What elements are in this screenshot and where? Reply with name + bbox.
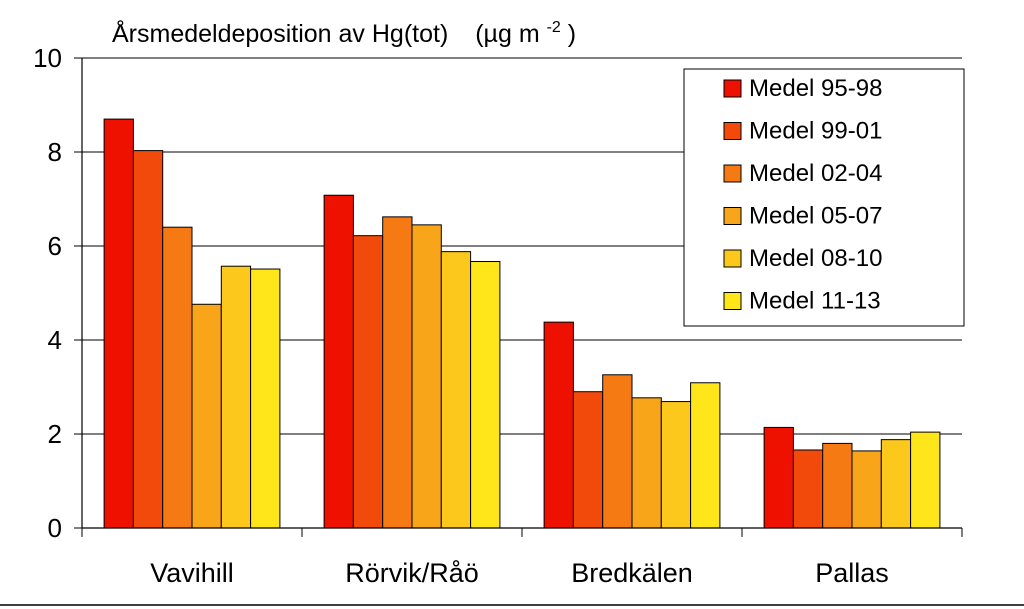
bar: [132, 150, 164, 529]
legend-label: Medel 08-10: [749, 245, 882, 272]
bar: [411, 224, 442, 529]
bar: [352, 235, 384, 529]
legend-box: [683, 68, 965, 327]
bar: [602, 374, 633, 529]
bar: [822, 442, 853, 529]
category-labels: Vavihill Rörvik/Råö Bredkälen Pallas: [150, 558, 889, 588]
y-tick-label: 0: [48, 513, 62, 543]
bar: [162, 226, 193, 529]
y-tick-label: 6: [48, 231, 62, 261]
bar: [792, 449, 824, 529]
bar: [763, 426, 794, 529]
legend-swatch: [723, 164, 742, 183]
bar: [880, 439, 912, 529]
bar: [250, 268, 281, 529]
bar: [470, 261, 501, 529]
legend-swatch: [723, 122, 742, 140]
legend: Medel 95-98 Medel 99-01 Medel 02-04 Medel 0…: [683, 68, 965, 327]
legend-swatch: [723, 249, 742, 268]
chart-title: Årsmedeldeposition av Hg(tot) (µg m -2 ): [112, 10, 576, 48]
bar: [103, 118, 134, 529]
legend-label: Medel 11-13: [749, 288, 881, 315]
bar: [572, 391, 604, 529]
category-label: Pallas: [815, 558, 889, 588]
bar: [191, 303, 222, 529]
legend-swatch: [723, 207, 742, 225]
y-tick-label: 10: [33, 43, 62, 73]
y-tick-label: 4: [48, 325, 62, 355]
legend-label: Medel 95-98: [749, 75, 882, 102]
bar: [220, 265, 252, 529]
axes: [74, 57, 963, 537]
category-label: Bredkälen: [571, 558, 693, 588]
bar: [660, 401, 692, 529]
category-label: Rörvik/Råö: [345, 558, 479, 588]
legend-label: Medel 05-07: [749, 203, 882, 230]
legend-label: Medel 02-04: [749, 160, 882, 187]
y-tick-labels: 0 2 4 6 8 10: [33, 43, 62, 543]
legend-swatch: [723, 79, 742, 98]
legend-swatch: [723, 292, 742, 310]
y-tick-label: 8: [48, 137, 62, 167]
bars: [103, 118, 941, 529]
bar: [631, 397, 662, 529]
bar: [910, 431, 941, 529]
category-label: Vavihill: [150, 558, 234, 588]
bar: [323, 194, 354, 529]
bar: [543, 321, 574, 529]
bar: [382, 216, 413, 529]
bar: [440, 251, 472, 529]
bar: [690, 382, 721, 529]
bar: [851, 450, 882, 529]
y-tick-label: 2: [48, 419, 62, 449]
legend-label: Medel 99-01: [749, 118, 882, 145]
